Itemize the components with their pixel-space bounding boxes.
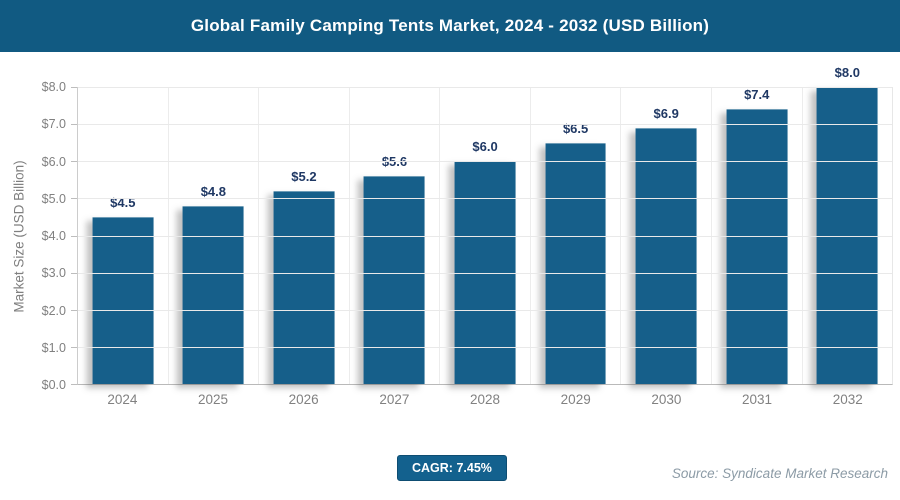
y-tick-label: $6.0 <box>41 154 66 169</box>
y-tick-label: $2.0 <box>41 303 66 318</box>
bar-value-label-2026: $5.2 <box>291 168 317 184</box>
gridline <box>78 198 892 200</box>
x-axis-label-2026: 2026 <box>288 392 319 407</box>
y-tick-mark <box>71 161 77 163</box>
x-axis-label-2024: 2024 <box>107 392 138 407</box>
bar-2029 <box>545 142 607 384</box>
gridline <box>78 161 892 163</box>
bar-value-label-2028: $6.0 <box>472 139 498 155</box>
bar-value-label-2025: $4.8 <box>200 183 226 199</box>
y-tick-label: $3.0 <box>41 266 66 281</box>
y-tick-mark <box>71 87 77 88</box>
bar-cell-2024: $4.5 <box>78 87 168 384</box>
y-axis-tick-labels: $0.0 $1.0 $2.0 $3.0 $4.0 $5.0 $6.0 $7.0 $8.0 <box>26 80 72 392</box>
y-tick-label: $0.0 <box>41 378 66 392</box>
y-tick-mark <box>71 235 77 237</box>
bar-cell-2027: $5.6 <box>348 87 440 384</box>
x-axis-label-2028: 2028 <box>470 392 501 407</box>
bar-value-label-2032: $8.0 <box>834 65 860 80</box>
y-tick-mark <box>71 198 77 200</box>
bar-value-label-2024: $4.5 <box>110 194 136 210</box>
x-axis-label-2025: 2025 <box>197 392 229 407</box>
y-tick-label: $8.0 <box>41 80 66 94</box>
x-axis-label-2031: 2031 <box>742 392 773 407</box>
y-tick-label: $4.0 <box>41 229 66 243</box>
x-axis-labels: 2024 2025 2026 2027 2028 2029 2030 2031 2032 <box>77 392 893 407</box>
gridline <box>78 235 892 237</box>
x-axis-label-2029: 2029 <box>560 392 591 407</box>
bar-cell-2031: $7.4 <box>710 87 802 384</box>
y-tick-label: $1.0 <box>41 340 66 355</box>
bar-value-label-2031: $7.4 <box>744 87 770 103</box>
y-axis-title: Market Size (USD Billion) <box>11 159 27 313</box>
y-tick-mark <box>71 124 77 126</box>
bar-2025 <box>182 205 244 384</box>
plot-area: $4.5 $4.8 $5.2 $5.6 $6.0 $6.5 $6.9 $7.4 $8.0 <box>71 65 893 385</box>
gridline <box>78 272 892 274</box>
bar-cell-2030: $6.9 <box>620 87 711 384</box>
cagr-badge: CAGR: 7.45% <box>397 455 507 481</box>
y-tick-mark <box>71 272 77 274</box>
bar-2024 <box>92 216 154 384</box>
x-axis-label-2030: 2030 <box>651 392 682 407</box>
chart-title-bar: Global Family Camping Tents Market, 2024… <box>0 0 900 52</box>
bar-2027 <box>364 176 425 384</box>
y-tick-mark <box>71 384 77 385</box>
chart-title: Global Family Camping Tents Market, 2024… <box>190 16 710 35</box>
bar-2030 <box>635 127 697 384</box>
source-attribution: Source: Syndicate Market Research <box>671 466 888 481</box>
y-tick-mark <box>71 309 77 311</box>
gridline <box>78 87 892 88</box>
bar-2026 <box>273 190 335 384</box>
y-tick-label: $7.0 <box>41 117 66 132</box>
x-axis-label-2027: 2027 <box>379 392 410 407</box>
gridline <box>78 346 892 348</box>
bar-value-label-2030: $6.9 <box>653 105 679 121</box>
y-tick-mark <box>71 346 77 348</box>
bar-value-label-2029: $6.5 <box>562 120 589 136</box>
x-axis-label-2032: 2032 <box>832 392 863 407</box>
gridline <box>78 124 892 126</box>
bar-cell-2026: $5.2 <box>258 87 349 384</box>
bar-2031 <box>726 109 788 384</box>
gridline <box>78 309 892 311</box>
y-tick-label: $5.0 <box>41 191 66 206</box>
